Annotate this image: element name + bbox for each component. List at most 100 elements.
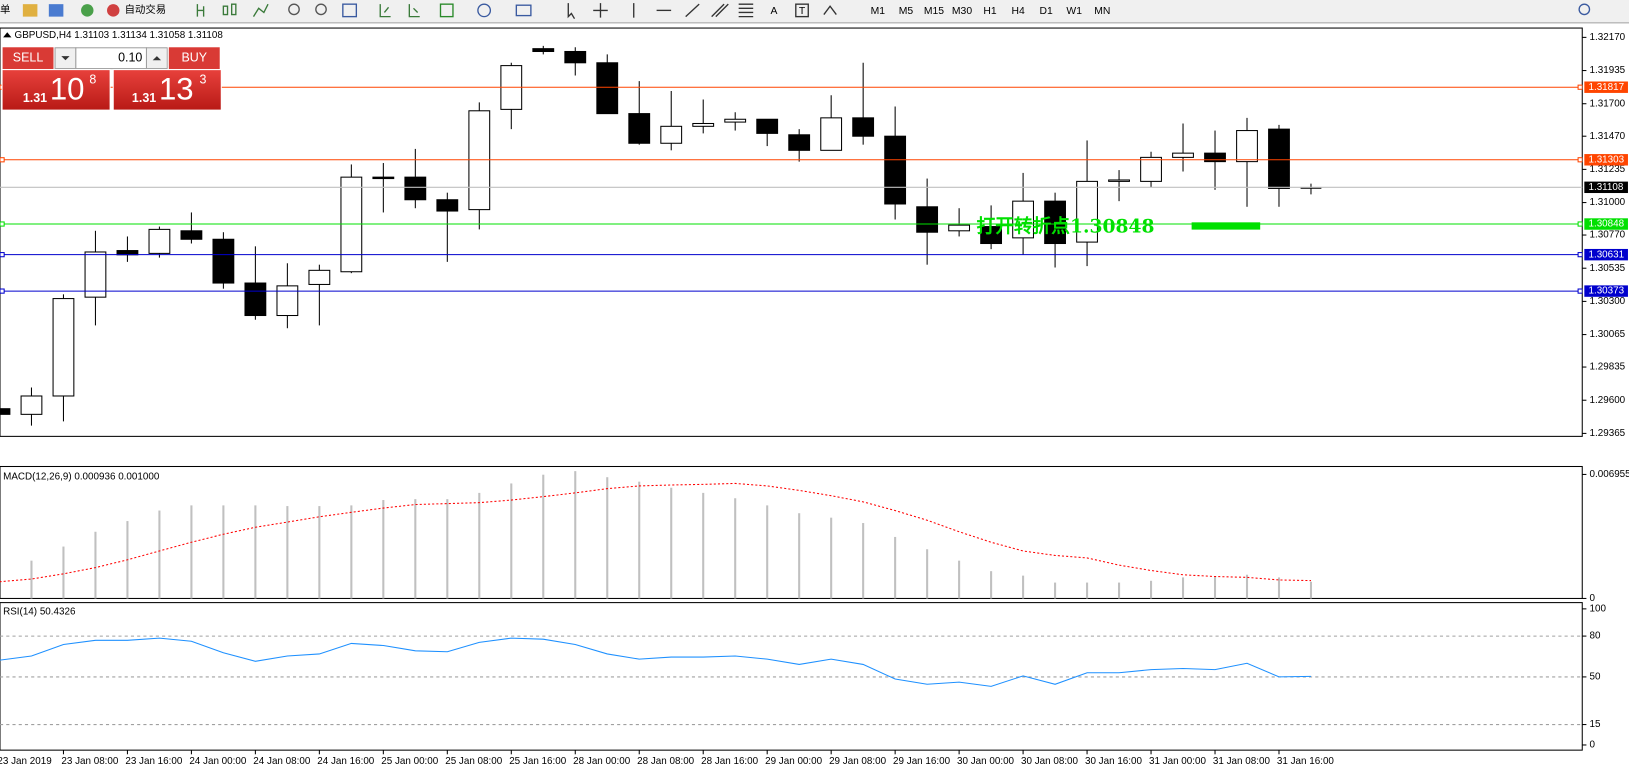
trendline-icon[interactable]	[685, 3, 700, 18]
timeframe-button[interactable]: W1	[1066, 6, 1082, 17]
level-label-box	[1584, 285, 1628, 297]
period-icon[interactable]	[477, 3, 492, 18]
icon[interactable]	[22, 4, 38, 17]
label-icon[interactable]	[795, 3, 809, 18]
candle-icon[interactable]	[222, 3, 237, 16]
histogram-bar	[894, 536, 897, 599]
level-label: 1.30373	[1588, 286, 1624, 297]
y-tick-label: 1.30065	[1590, 329, 1626, 340]
toolbar	[0, 0, 1629, 23]
x-tick-label: 24 Jan 00:00	[189, 756, 247, 767]
histogram-bar	[1309, 581, 1313, 599]
candle-body	[212, 238, 235, 284]
candle-body	[532, 48, 555, 53]
crosshair-icon[interactable]	[593, 3, 608, 18]
timeframe-button[interactable]: M30	[952, 6, 972, 17]
timeframe-button[interactable]: H1	[983, 6, 996, 17]
timeframe-button[interactable]: D1	[1040, 6, 1053, 17]
sell-label[interactable]: SELL	[13, 50, 44, 64]
new-order-icon[interactable]	[439, 3, 454, 18]
x-tick-label: 29 Jan 00:00	[765, 756, 823, 767]
candle-body	[628, 113, 651, 144]
buy-label[interactable]: BUY	[181, 50, 207, 64]
histogram-bar	[1277, 577, 1281, 599]
histogram-bar	[190, 505, 193, 599]
rsi-header: RSI(14) 50.4326	[3, 607, 76, 618]
autotrade-icon[interactable]	[107, 4, 120, 17]
buy-price-box[interactable]	[112, 69, 222, 111]
x-tick-label: 31 Jan 16:00	[1277, 756, 1335, 767]
macd-panel	[0, 465, 1583, 599]
y-tick-label: 50	[1590, 672, 1601, 683]
label-tool[interactable]: T	[799, 6, 806, 17]
timeframe-button[interactable]: M1	[871, 6, 886, 17]
histogram-bar	[1150, 580, 1153, 599]
histogram-bar	[670, 487, 673, 599]
price-header: GBPUSD,H4 1.31103 1.31134 1.31058 1.3110…	[15, 30, 224, 41]
autoscroll-icon[interactable]	[408, 4, 420, 18]
x-tick-label: 25 Jan 08:00	[445, 756, 503, 767]
candle-body	[596, 62, 619, 115]
histogram-bar	[958, 560, 961, 599]
histogram-bar	[926, 549, 929, 599]
candle-body	[1172, 152, 1194, 158]
sell-price-box[interactable]	[1, 69, 111, 111]
y-tick-label: 1.29365	[1590, 428, 1626, 439]
search-icon[interactable]	[1578, 3, 1591, 16]
histogram-bar	[478, 492, 481, 599]
toolbar-icons	[196, 3, 1591, 20]
x-tick-label: 30 Jan 00:00	[957, 756, 1015, 767]
candle-body	[276, 285, 299, 317]
bar-chart-icon[interactable]	[196, 4, 205, 17]
candle-body	[980, 226, 1003, 245]
level-label: 1.31817	[1588, 82, 1624, 93]
y-tick-label: 1.31935	[1590, 65, 1626, 76]
icon[interactable]	[81, 4, 94, 17]
shift-icon[interactable]	[379, 4, 391, 18]
collapse-arrow[interactable]	[3, 32, 12, 38]
template-icon[interactable]	[515, 4, 532, 17]
y-tick-label: 1.30535	[1590, 263, 1626, 274]
series-line	[0, 482, 1312, 583]
fibo-icon[interactable]	[738, 3, 754, 18]
x-tick-label: 28 Jan 08:00	[637, 756, 695, 767]
zoom-out-icon[interactable]	[315, 3, 327, 16]
x-tick-label: 24 Jan 08:00	[253, 756, 311, 767]
histogram-bar	[638, 481, 641, 599]
histogram-bar	[254, 505, 257, 599]
histogram-bar	[798, 513, 801, 599]
text-tool[interactable]: A	[771, 6, 778, 17]
timeframe-button[interactable]: M15	[924, 6, 944, 17]
timeframe-button[interactable]: MN	[1094, 6, 1110, 17]
histogram-bar	[158, 510, 161, 599]
icon[interactable]	[48, 4, 64, 17]
lot-value[interactable]: 0.10	[118, 50, 142, 64]
x-tick-label: 24 Jan 16:00	[317, 756, 375, 767]
candle-body	[20, 395, 43, 415]
price-plot	[0, 45, 1583, 426]
timeframe-button[interactable]: H4	[1011, 6, 1024, 17]
level-anchor	[1577, 252, 1583, 258]
level-label: 1.31303	[1588, 154, 1624, 165]
cursor-icon[interactable]	[567, 3, 576, 20]
timeframe-bar: M1 M5 M15 M30 H1 H4 D1 W1 MN	[871, 6, 1111, 17]
candle-body	[1012, 200, 1034, 239]
autotrade-button[interactable]: 自动交易	[125, 3, 167, 16]
candle-body	[84, 251, 107, 298]
y-tick-label: 100	[1590, 603, 1607, 614]
zoom-in-icon[interactable]	[288, 3, 300, 16]
series-line	[0, 637, 1312, 687]
tile-icon[interactable]	[342, 3, 358, 18]
x-tick-label: 29 Jan 08:00	[829, 756, 887, 767]
menu-item[interactable]: 单	[0, 4, 10, 16]
channel-icon[interactable]	[711, 3, 729, 18]
line-chart-icon[interactable]	[252, 3, 269, 17]
level-anchor	[1577, 288, 1583, 294]
axes: 1.321701.319351.317001.314701.312351.310…	[0, 32, 1629, 767]
one-click-panel: SELL 0.10 BUY 1.31 10 8 1.31 13 3	[1, 46, 222, 111]
arrows-icon[interactable]	[823, 5, 837, 15]
candle-body	[852, 117, 875, 137]
timeframe-button[interactable]: M5	[899, 6, 914, 17]
level-label-box	[1584, 218, 1628, 230]
